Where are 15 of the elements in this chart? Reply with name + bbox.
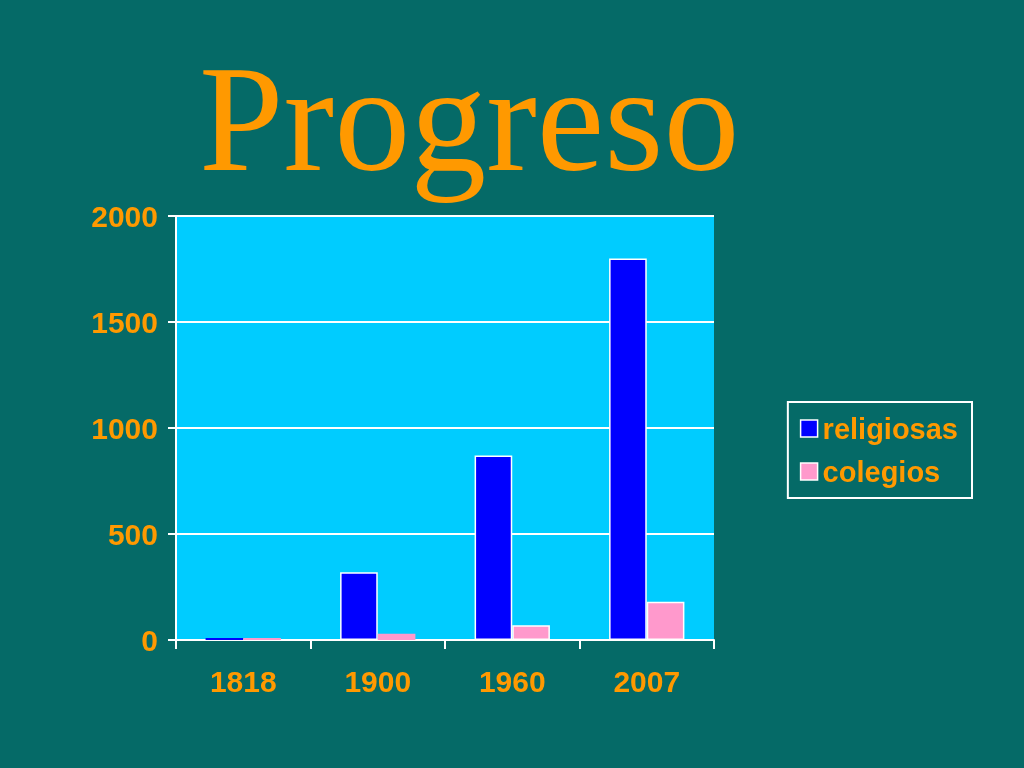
y-tick-label: 500 <box>107 517 158 551</box>
x-tick-label: 2007 <box>613 664 681 698</box>
y-tick-label: 1500 <box>91 305 158 339</box>
bar <box>377 633 416 640</box>
x-tick-label: 1900 <box>344 664 412 698</box>
chart-title: Progreso <box>199 35 740 203</box>
x-tick-label: 1960 <box>478 664 546 698</box>
x-tick-label: 1818 <box>209 664 277 698</box>
y-tick-label: 0 <box>141 623 158 657</box>
bar <box>205 637 244 640</box>
y-tick-label: 1000 <box>91 411 158 445</box>
bar <box>340 572 378 640</box>
legend-label: colegios <box>822 455 941 488</box>
legend-label: religiosas <box>822 412 959 445</box>
y-tick-label: 2000 <box>91 199 158 233</box>
